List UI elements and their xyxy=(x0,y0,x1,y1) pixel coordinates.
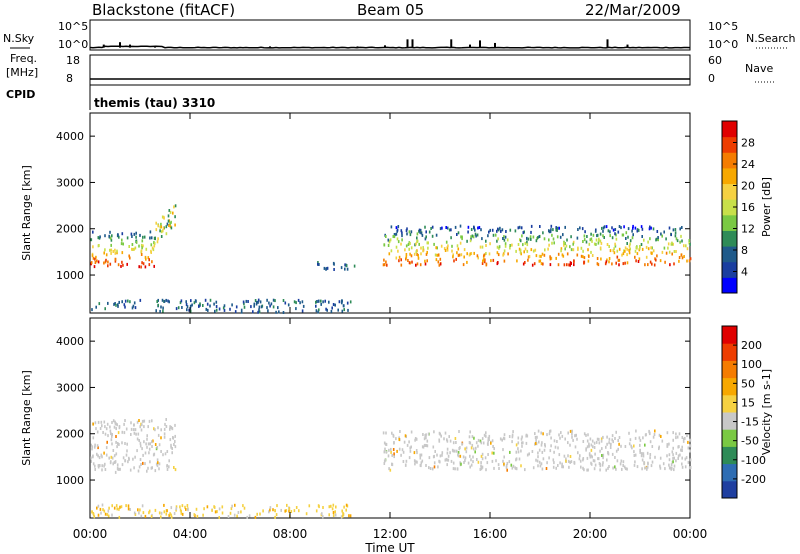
rti-ytick-label: 2000 xyxy=(56,223,84,236)
header-date: 22/Mar/2009 xyxy=(585,1,681,19)
header-beam: Beam 05 xyxy=(357,1,424,19)
colorbar-tick-label: 4 xyxy=(741,266,748,279)
noise-right-tick-top: 10^5 xyxy=(708,20,738,33)
rti-ytick-label: 3000 xyxy=(56,176,84,189)
colorbar-tick-label: 28 xyxy=(741,137,755,150)
colorbar-tick-label: 50 xyxy=(741,377,755,390)
time-axis-label: Time UT xyxy=(364,541,415,554)
nave-label: Nave xyxy=(745,62,773,75)
noise-spikes xyxy=(102,39,629,48)
colorbar-label: Velocity [m s-1] xyxy=(760,369,773,455)
rti-ylabel: Slant Range [km] xyxy=(20,370,33,466)
time-tick-label: 00:00 xyxy=(73,527,108,541)
cpid-value: themis (tau) 3310 xyxy=(94,96,215,110)
colorbar-tick-label: -15 xyxy=(741,416,759,429)
noise-right-tick-bottom: 10^0 xyxy=(708,38,738,51)
colorbar-tick-label: 16 xyxy=(741,201,755,214)
velocity-panel: Slant Range [km] 1000 2000 3000 4000 200 100 50… xyxy=(20,317,773,519)
colorbar-tick-label: 20 xyxy=(741,180,755,193)
rti-frame xyxy=(89,317,691,519)
colorbar-tick-label: -200 xyxy=(741,473,766,486)
time-tick-label: 04:00 xyxy=(173,527,208,541)
colorbar-tick-label: 12 xyxy=(741,223,755,236)
cpid-label: CPID xyxy=(6,88,35,101)
time-tick-label: 00:00 xyxy=(673,527,708,541)
rti-ytick-label: 4000 xyxy=(56,130,84,143)
rti-ylabel: Slant Range [km] xyxy=(20,165,33,261)
noise-series-line xyxy=(89,45,691,49)
rti-ytick-label: 4000 xyxy=(56,335,84,348)
rti-ytick-label: 3000 xyxy=(56,381,84,394)
power-panel: Slant Range [km] 1000 2000 3000 4000 28 24 20 16… xyxy=(20,112,773,314)
noise-left-tick-top: 10^5 xyxy=(58,20,88,33)
time-axis: 00:00 04:00 08:00 12:00 16:00 20:00 00:00 xyxy=(73,113,708,541)
freq-left-tick-bottom: 8 xyxy=(66,72,73,85)
colorbar-tick-label: -50 xyxy=(741,435,759,448)
time-tick-label: 16:00 xyxy=(473,527,508,541)
header-station: Blackstone (fitACF) xyxy=(92,1,235,19)
colorbar-tick-label: 24 xyxy=(741,158,755,171)
noise-strip-frame xyxy=(89,19,691,51)
colorbar-tick-label: 8 xyxy=(741,244,748,257)
colorbar-tick-label: 200 xyxy=(741,339,762,352)
rti-cells xyxy=(90,418,692,519)
rti-ytick-label: 2000 xyxy=(56,428,84,441)
colorbar-tick-label: 15 xyxy=(741,396,755,409)
noise-left-tick-bottom: 10^0 xyxy=(58,38,88,51)
freq-right-tick-bottom: 0 xyxy=(708,72,715,85)
time-tick-label: 20:00 xyxy=(573,527,608,541)
rti-ytick-label: 1000 xyxy=(56,269,84,282)
colorbar: 200 100 50 15 -15 -50 -100 -200 Velocity [m s-1] xyxy=(721,325,773,499)
colorbar-tick-label: -100 xyxy=(741,454,766,467)
rti-ytick-label: 1000 xyxy=(56,474,84,487)
colorbar-tick-label: 100 xyxy=(741,358,762,371)
colorbar-label: Power [dB] xyxy=(760,177,773,237)
rti-frame xyxy=(89,112,691,314)
freq-label: Freq. xyxy=(10,52,37,65)
nsky-label: N.Sky xyxy=(3,32,35,45)
time-tick-label: 12:00 xyxy=(373,527,408,541)
rti-cells xyxy=(90,204,692,314)
freq-right-tick-top: 60 xyxy=(708,54,722,67)
freq-left-tick-top: 18 xyxy=(66,54,80,67)
freq-strip-frame xyxy=(89,54,691,86)
colorbar: 28 24 20 16 12 8 4 Power [dB] xyxy=(721,120,773,294)
time-tick-label: 08:00 xyxy=(273,527,308,541)
freq-unit-label: [MHz] xyxy=(6,66,38,79)
nsearch-label: N.Search xyxy=(746,32,796,45)
